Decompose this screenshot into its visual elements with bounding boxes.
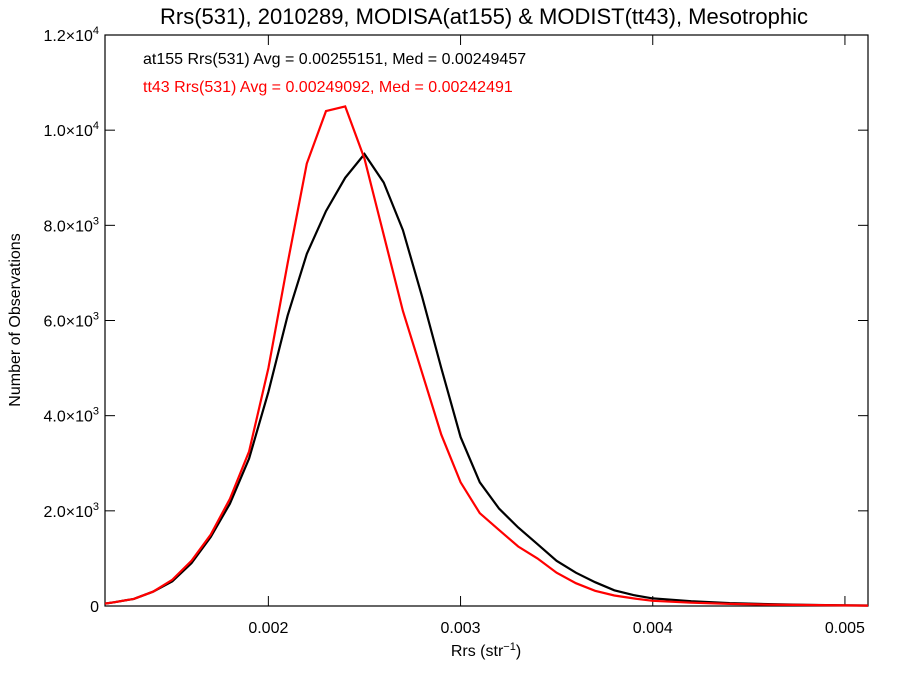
y-axis: 02.0×1034.0×1036.0×1038.0×1031.0×1041.2×… [43,25,868,616]
x-axis-label: Rrs (str−1) [451,641,521,660]
x-tick-label: 0.002 [248,620,288,637]
y-tick-mantissa: 1.2×10 [43,28,92,45]
series-layer [104,105,869,607]
y-tick-mantissa: 8.0×10 [43,218,92,235]
x-axis-label-superscript: −1 [503,641,516,653]
y-tick-label: 1.2×104 [43,25,99,45]
y-tick-mantissa: 4.0×10 [43,409,92,426]
y-tick-exponent: 3 [93,215,99,227]
y-tick-exponent: 4 [93,25,99,37]
x-tick-label: 0.004 [633,620,673,637]
y-tick-label: 6.0×103 [43,311,99,331]
y-tick-exponent: 3 [93,501,99,513]
annotation-tt43: tt43 Rrs(531) Avg = 0.00249092, Med = 0.… [143,79,513,96]
y-tick-label: 0 [90,599,99,616]
y-tick-label: 2.0×103 [43,501,99,521]
y-tick-label: 8.0×103 [43,215,99,235]
histogram-series-line-1 [104,105,869,607]
x-tick-label: 0.003 [441,620,481,637]
y-tick-label: 1.0×104 [43,120,99,140]
chart-title: Rrs(531), 2010289, MODISA(at155) & MODIS… [160,4,808,29]
y-tick-mantissa: 6.0×10 [43,314,92,331]
y-tick-label: 4.0×103 [43,406,99,426]
x-axis: 0.002 0.003 0.004 0.005 [248,35,865,637]
histogram-series-line-0 [104,152,869,607]
y-tick-exponent: 4 [93,120,99,132]
x-axis-label-text: Rrs (str [451,643,504,660]
x-axis-label-end: ) [516,643,521,660]
y-tick-mantissa: 2.0×10 [43,504,92,521]
y-tick-exponent: 3 [93,406,99,418]
y-tick-mantissa: 0 [90,599,99,616]
x-tick-label: 0.005 [825,620,865,637]
y-tick-exponent: 3 [93,311,99,323]
y-axis-label: Number of Observations [7,233,24,406]
y-tick-mantissa: 1.0×10 [43,123,92,140]
annotation-at155: at155 Rrs(531) Avg = 0.00255151, Med = 0… [143,51,526,68]
